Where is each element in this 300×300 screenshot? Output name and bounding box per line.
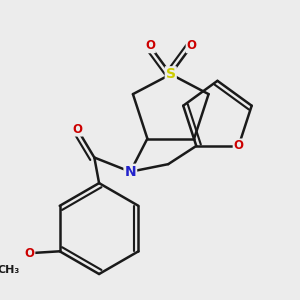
Text: O: O <box>72 123 82 136</box>
Text: O: O <box>234 140 244 152</box>
Text: O: O <box>145 39 155 52</box>
Text: S: S <box>166 67 176 81</box>
Text: O: O <box>187 39 196 52</box>
Text: CH₃: CH₃ <box>0 265 20 275</box>
Text: N: N <box>124 165 136 179</box>
Text: O: O <box>24 247 34 260</box>
